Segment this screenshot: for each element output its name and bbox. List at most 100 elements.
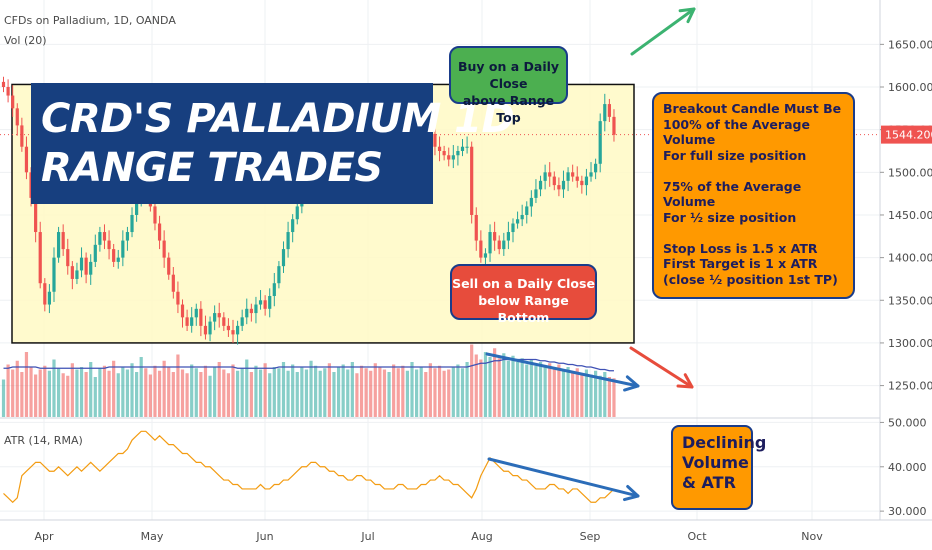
candle-body bbox=[102, 232, 107, 241]
candle-body bbox=[437, 146, 442, 151]
volume-bar bbox=[38, 369, 42, 417]
candle-body bbox=[543, 172, 547, 181]
volume-bar bbox=[222, 369, 226, 417]
volume-bar bbox=[6, 364, 10, 417]
volume-bar bbox=[70, 363, 74, 417]
rule-spacer bbox=[663, 163, 853, 179]
buy-arrow bbox=[630, 7, 696, 56]
volume-bar bbox=[47, 370, 51, 417]
atr-trend-arrow-head bbox=[622, 485, 640, 502]
volume-bar bbox=[483, 352, 488, 417]
candle-body bbox=[557, 185, 561, 190]
volume-bar bbox=[479, 359, 483, 417]
volume-bar bbox=[240, 368, 244, 417]
volume-bar bbox=[144, 368, 148, 417]
volume-bar bbox=[43, 365, 47, 417]
volume-bar bbox=[272, 367, 276, 417]
candle-body bbox=[520, 214, 524, 220]
candle-body bbox=[268, 296, 272, 309]
candle-body bbox=[506, 232, 510, 241]
sell-arrow-head bbox=[676, 373, 694, 389]
candle-body bbox=[66, 249, 70, 267]
candle-body bbox=[217, 313, 221, 318]
volume-bar bbox=[415, 369, 419, 417]
volume-bar bbox=[125, 369, 130, 417]
candle-body bbox=[474, 214, 478, 241]
volume-bar bbox=[153, 365, 157, 417]
time-tick-label: Oct bbox=[687, 530, 707, 543]
candle-body bbox=[254, 304, 258, 314]
candle-body bbox=[180, 304, 185, 318]
price-tick-label: 1500.000 bbox=[888, 166, 932, 179]
volume-bar bbox=[52, 359, 56, 417]
candle-body bbox=[286, 232, 290, 250]
volume-bar bbox=[98, 368, 102, 417]
volume-bar bbox=[116, 373, 120, 417]
volume-bar bbox=[24, 352, 29, 417]
volume-bar bbox=[538, 362, 543, 417]
candle-body bbox=[222, 317, 226, 326]
candle-body bbox=[511, 223, 515, 233]
volume-trend-arrow-head bbox=[623, 375, 640, 392]
volume-bar bbox=[364, 368, 368, 417]
rule-line: For ½ size position bbox=[663, 209, 797, 225]
candle-body bbox=[79, 257, 84, 271]
volume-bar bbox=[190, 364, 194, 417]
chart-title-banner: CRD'S PALLADIUM 1D RANGE TRADES bbox=[31, 83, 515, 204]
price-tick-label: 1600.000 bbox=[888, 81, 932, 94]
volume-bar bbox=[309, 360, 313, 417]
volume-bar bbox=[167, 367, 171, 417]
candle-body bbox=[6, 87, 10, 96]
atr-line bbox=[3, 430, 615, 504]
volume-bar bbox=[217, 362, 221, 417]
candle-body bbox=[93, 244, 97, 262]
candle-body bbox=[548, 172, 552, 177]
candle-body bbox=[15, 108, 19, 126]
atr-label: ATR (14, RMA) bbox=[4, 434, 83, 447]
volume-bar bbox=[557, 364, 561, 417]
candle-body bbox=[231, 330, 235, 335]
candle-body bbox=[479, 240, 483, 258]
buy-text-1: Buy on a Daily Close bbox=[457, 59, 560, 91]
candle-body bbox=[176, 291, 180, 305]
volume-bar bbox=[277, 368, 281, 417]
volume-bar bbox=[493, 348, 497, 417]
candle-body bbox=[249, 308, 253, 314]
volume-bar bbox=[135, 372, 139, 417]
candle-body bbox=[130, 214, 134, 233]
volume-bar bbox=[387, 372, 391, 417]
volume-bar bbox=[506, 360, 510, 417]
candle-body bbox=[502, 240, 506, 250]
volume-bar bbox=[437, 365, 442, 417]
candle-body bbox=[213, 313, 217, 322]
volume-bar bbox=[107, 370, 111, 417]
candle-body bbox=[194, 308, 198, 318]
candle-body bbox=[277, 266, 281, 284]
candle-body bbox=[24, 146, 29, 173]
candle-body bbox=[89, 261, 93, 275]
volume-bar bbox=[66, 375, 70, 417]
volume-bar bbox=[534, 365, 538, 417]
atr-axis-labels: 50.000 40.000 30.000 bbox=[880, 416, 927, 518]
volume-bar bbox=[148, 374, 152, 417]
candle-body bbox=[203, 325, 208, 335]
volume-label: Vol (20) bbox=[4, 34, 47, 47]
volume-bar bbox=[607, 377, 611, 417]
volume-bar bbox=[580, 373, 584, 417]
candle-body bbox=[84, 257, 88, 275]
volume-bar bbox=[410, 362, 414, 417]
volume-bar bbox=[405, 370, 410, 417]
candle-body bbox=[538, 180, 543, 190]
volume-bar bbox=[199, 372, 203, 417]
volume-bar bbox=[392, 364, 396, 417]
volume-bar bbox=[382, 369, 387, 417]
volume-bar bbox=[286, 370, 290, 417]
rule-line: Stop Loss is 1.5 x ATR bbox=[663, 240, 818, 256]
volume-bar bbox=[226, 373, 231, 417]
volume-bar bbox=[1, 379, 6, 417]
atr-trend-arrow bbox=[487, 457, 640, 498]
volume-bar bbox=[171, 372, 175, 417]
annotation-arrows bbox=[485, 7, 696, 502]
time-tick-label: Jun bbox=[255, 530, 273, 543]
volume-bar bbox=[139, 357, 143, 417]
